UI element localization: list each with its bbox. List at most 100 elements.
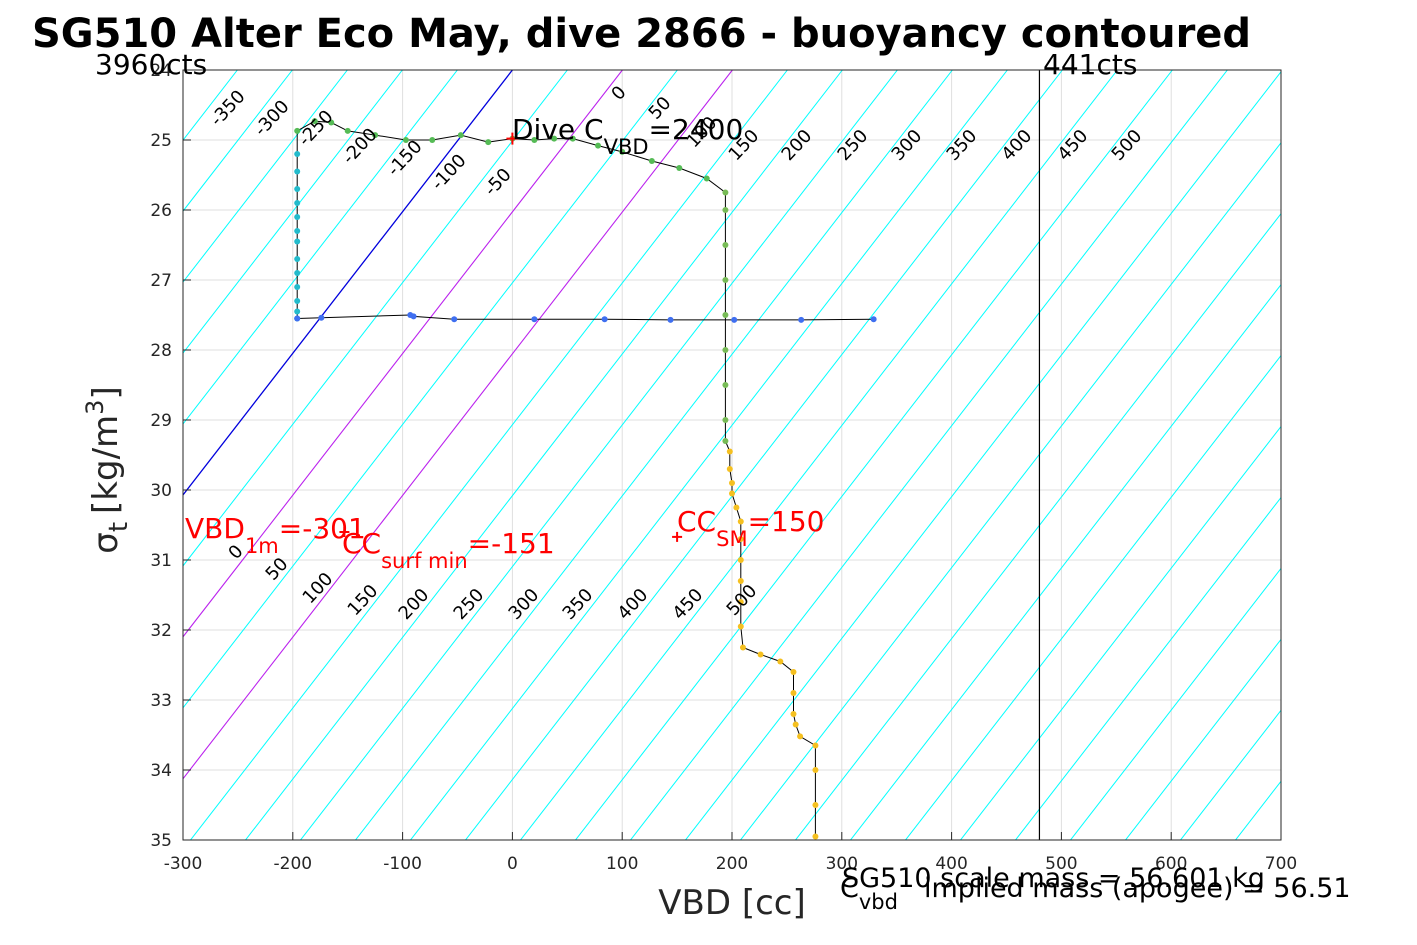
trace-point [737, 578, 744, 584]
cc-surf-min-label-main: CC [342, 527, 381, 560]
trace-point [722, 242, 729, 248]
surface-point [294, 308, 301, 315]
trace-point [551, 135, 558, 142]
contour-label-upper: -300 [250, 96, 293, 140]
contour-label-upper: -100 [427, 150, 470, 194]
y-tick-label: 32 [150, 621, 172, 641]
cc-sm-label-value: =150 [748, 505, 825, 538]
svg-text:σt[kg/m3]: σt [kg/m3] [81, 386, 134, 553]
contour-line [409, 70, 1008, 840]
counts-right-label: 441cts [1043, 48, 1137, 81]
contour-line [183, 70, 403, 354]
trace-point [595, 142, 602, 149]
contour-line [183, 70, 348, 283]
y-tick-label: 34 [150, 761, 172, 781]
dive-cvbd-label-sub: VBD [604, 135, 649, 159]
x-tick-label: 500 [1045, 854, 1077, 874]
contour-line [1069, 567, 1281, 840]
contour-label-upper: -150 [383, 136, 426, 180]
contour-line [354, 70, 953, 840]
grid-lines [182, 69, 1282, 841]
x-axis-label: VBD [cc] [658, 883, 806, 923]
trace-point [429, 137, 436, 143]
descent-trace-line [296, 120, 816, 837]
chart-title: SG510 Alter Eco May, dive 2866 - buoyanc… [32, 11, 1251, 57]
contour-line [629, 70, 1228, 840]
bottom-row-point [601, 316, 608, 323]
trace-point [722, 277, 729, 283]
y-tick-label: 28 [150, 341, 172, 361]
contour-line [183, 70, 513, 496]
contour-line [0, 70, 17, 945]
contour-line [1124, 638, 1281, 840]
trace-point [344, 127, 351, 134]
x-tick-label: 300 [826, 854, 858, 874]
trace-point [729, 480, 735, 486]
contour-line [183, 70, 568, 567]
trace-point [797, 733, 804, 740]
trace-point [812, 742, 819, 749]
trace-point [328, 119, 335, 126]
trace-point [676, 165, 683, 171]
contour-label-lower: 350 [559, 585, 598, 624]
contour-line [183, 70, 458, 425]
contour-line [244, 70, 843, 840]
contour-line [519, 70, 1118, 840]
trace-point [722, 438, 729, 444]
y-tick-label: 29 [150, 411, 172, 431]
x-tick-label: 200 [716, 854, 748, 874]
contour-label-upper: -50 [480, 164, 515, 200]
trace-point [737, 557, 744, 563]
surface-point [294, 200, 301, 206]
trace-point [457, 132, 464, 139]
bottom-row-point [294, 315, 301, 322]
x-tick-label: -200 [274, 854, 313, 874]
contour-line [1355, 70, 1417, 945]
contour-line [574, 70, 1173, 840]
surface-point [294, 270, 301, 276]
trace-point [722, 189, 729, 196]
contour-label-upper: 300 [888, 126, 927, 165]
trace-point [729, 490, 735, 497]
contour-label-upper: 350 [943, 126, 982, 165]
contour-label-lower: 150 [344, 581, 383, 620]
x-tick-label: 600 [1155, 854, 1187, 874]
y-label-sigma: σ [86, 532, 126, 554]
trace-point [726, 466, 733, 472]
x-tick-label: 400 [935, 854, 967, 874]
trace-point [722, 347, 729, 353]
trace-point [726, 448, 733, 455]
trace-point [294, 127, 301, 134]
trace-point [402, 137, 409, 143]
contour-line [1245, 70, 1417, 945]
cc-sm-label: CCSM=150 [677, 505, 824, 551]
x-tick-label: -100 [383, 854, 422, 874]
trace-point [790, 669, 797, 675]
contour-line [183, 70, 733, 780]
buoyancy-contours [0, 70, 1417, 945]
surface-point [294, 168, 301, 175]
y-tick-label: 27 [150, 271, 172, 291]
trace-point [812, 833, 819, 840]
trace-point [372, 132, 379, 139]
contour-label-upper: 500 [1108, 126, 1147, 165]
trace-point [739, 644, 746, 651]
contour-line [849, 283, 1281, 840]
contour-line [1300, 70, 1417, 945]
x-tick-label: 700 [1265, 854, 1297, 874]
vbd-1m-label: VBD1m=-301 [185, 512, 366, 558]
contour-label-upper: 0 [607, 82, 630, 105]
bottom-row-point [531, 316, 538, 323]
cc-sm-label-sub: SM [716, 527, 747, 551]
trace-point [703, 175, 710, 182]
surface-point [294, 284, 301, 290]
contour-line [464, 70, 1063, 840]
dive-cvbd-label-value: =2400 [649, 113, 744, 146]
y-tick-label: 25 [150, 131, 172, 151]
trace-point [812, 802, 819, 808]
vbd-1m-label-value: =-301 [279, 512, 366, 545]
trace-point [569, 135, 576, 142]
contour-label-lower: 250 [450, 585, 489, 624]
contour-line [183, 70, 623, 638]
